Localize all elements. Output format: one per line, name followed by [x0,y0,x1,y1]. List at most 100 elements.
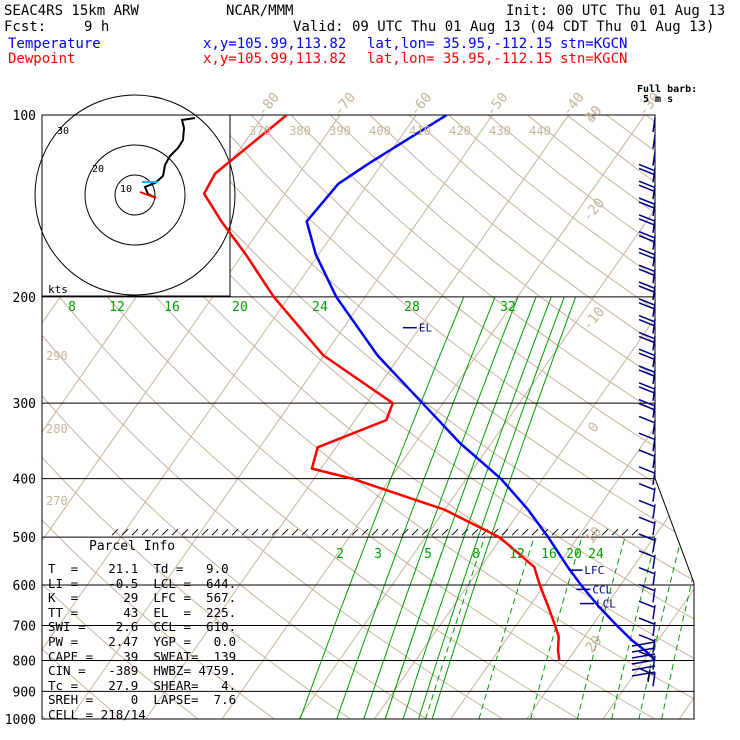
adiabat-line [42,115,199,719]
parcel-info-row: K = 29 LFC = 567. [48,590,237,606]
wind-barb-flag [638,550,655,558]
wind-barb-flag [638,449,655,457]
level-label-lfc: LFC [584,564,604,577]
level-label-lcl: LCL [596,598,616,611]
barb-legend-unit: 5 m s [643,94,674,105]
hatch-mark [121,528,129,536]
adiabat-line [42,115,580,719]
mixing-ratio-label-lower: 3 [374,547,382,562]
wind-barb-flag [638,369,655,377]
wind-barb-staff [652,403,656,418]
mixing-ratio-label: 16 [164,300,180,315]
wind-barb-low [631,665,656,671]
hatch-mark [341,528,349,536]
adiabat-line [250,115,694,719]
isotherm-label: 40 [582,103,605,126]
pressure-tick-label: 500 [13,531,36,546]
isotherm-line [69,115,493,719]
hatch-mark [181,528,189,536]
wind-barb-flag [638,314,655,323]
theta-left-label: 270 [46,494,68,508]
dewpoint-xy: x,y=105.99,113.82 [203,51,347,67]
hatch-mark [451,528,459,536]
wind-barb-flag [638,432,655,440]
temperature-legend: Temperature [8,36,101,52]
wind-barb-flag [638,163,655,172]
hatch-mark [251,528,259,536]
hatch-mark [311,528,319,536]
wind-barb-flag [638,331,655,340]
wind-barb-flag [638,482,655,491]
wind-barb-flag [638,281,655,289]
hatch-mark [231,528,239,536]
hatch-mark [621,528,629,536]
hatch-mark [171,528,179,536]
adiabat-line [53,115,694,719]
theta-label: 430 [489,124,511,138]
mixing-ratio-label-lower: 24 [588,547,604,562]
hatch-mark [561,528,569,536]
wind-barb-flag [638,214,655,222]
wind-barb-staff [652,554,656,569]
hatch-mark [411,528,419,536]
hatch-mark [111,528,119,536]
hatch-mark [361,528,369,536]
wind-barb-staff [652,336,656,351]
adiabat-line [684,115,694,719]
wind-barb-staff [652,437,656,452]
wind-barb-flag [638,230,655,239]
hatch-mark [461,528,469,536]
fcst-label: Fcst: [4,19,47,35]
hatch-mark [601,528,609,536]
wind-barb-flag [638,533,655,541]
wind-barb-flag [638,365,655,373]
mixing-ratio-label-lower: 8 [472,547,480,562]
wind-barb-staff [652,386,656,401]
wind-barb-staff [652,638,656,653]
mixing-ratio-label: 12 [109,300,125,315]
isotherm-label: 10 [582,524,605,547]
mixing-ratio-line [336,296,496,719]
wind-barb-flag [638,268,655,276]
hodograph-ring [34,94,236,296]
hatch-mark [581,528,589,536]
model-title: SEAC4RS 15km ARW [4,3,139,19]
hatch-mark [611,528,619,536]
isotherm-line [678,115,694,719]
hatch-mark [431,528,439,536]
parcel-info-row: T = 21.1 Td = 9.0 [48,561,229,576]
wind-barb-staff [652,420,656,435]
mixing-ratio-line [384,296,537,719]
wind-barb-flag [638,197,655,205]
wind-barb-low [631,671,656,677]
wind-barb-flag [638,352,655,360]
adiabat-line [42,115,275,719]
temperature-xy: x,y=105.99,113.82 [203,36,347,52]
temperature-latlon: lat,lon= 35.95,-112.15 [367,36,553,52]
parcel-info-row: LI = -0.5 LCL = 644. [48,575,237,591]
hatch-mark [331,528,339,536]
wind-barb-staff [652,319,656,334]
wind-barb-staff [652,571,656,586]
mixing-ratio-label: 8 [68,300,76,315]
wind-barb-staff [652,672,656,687]
parcel-info-row: CELL = 218/14 [48,707,146,722]
valid-time: Valid: 09 UTC Thu 01 Aug 13 (04 CDT Thu … [293,19,715,35]
org-label: NCAR/MMM [226,3,294,19]
wind-barb-flag [638,466,655,474]
adiabat-line [132,115,694,719]
wind-barb-flag [638,184,655,192]
wind-barb-flag [638,386,655,394]
init-time: Init: 00 UTC Thu 01 Aug 13 [506,3,726,19]
adiabat-line [42,115,123,719]
surface-hatch [111,528,639,536]
wind-barb-staff [652,117,656,133]
wind-barb-flag [638,247,655,256]
hatch-mark [501,528,509,536]
adiabat-line [290,115,694,719]
adiabat-line [408,115,694,719]
mixing-ratio-label-lower: 12 [509,547,525,562]
hatch-mark [281,528,289,536]
hatch-mark [261,528,269,536]
isotherm-line [221,115,646,719]
